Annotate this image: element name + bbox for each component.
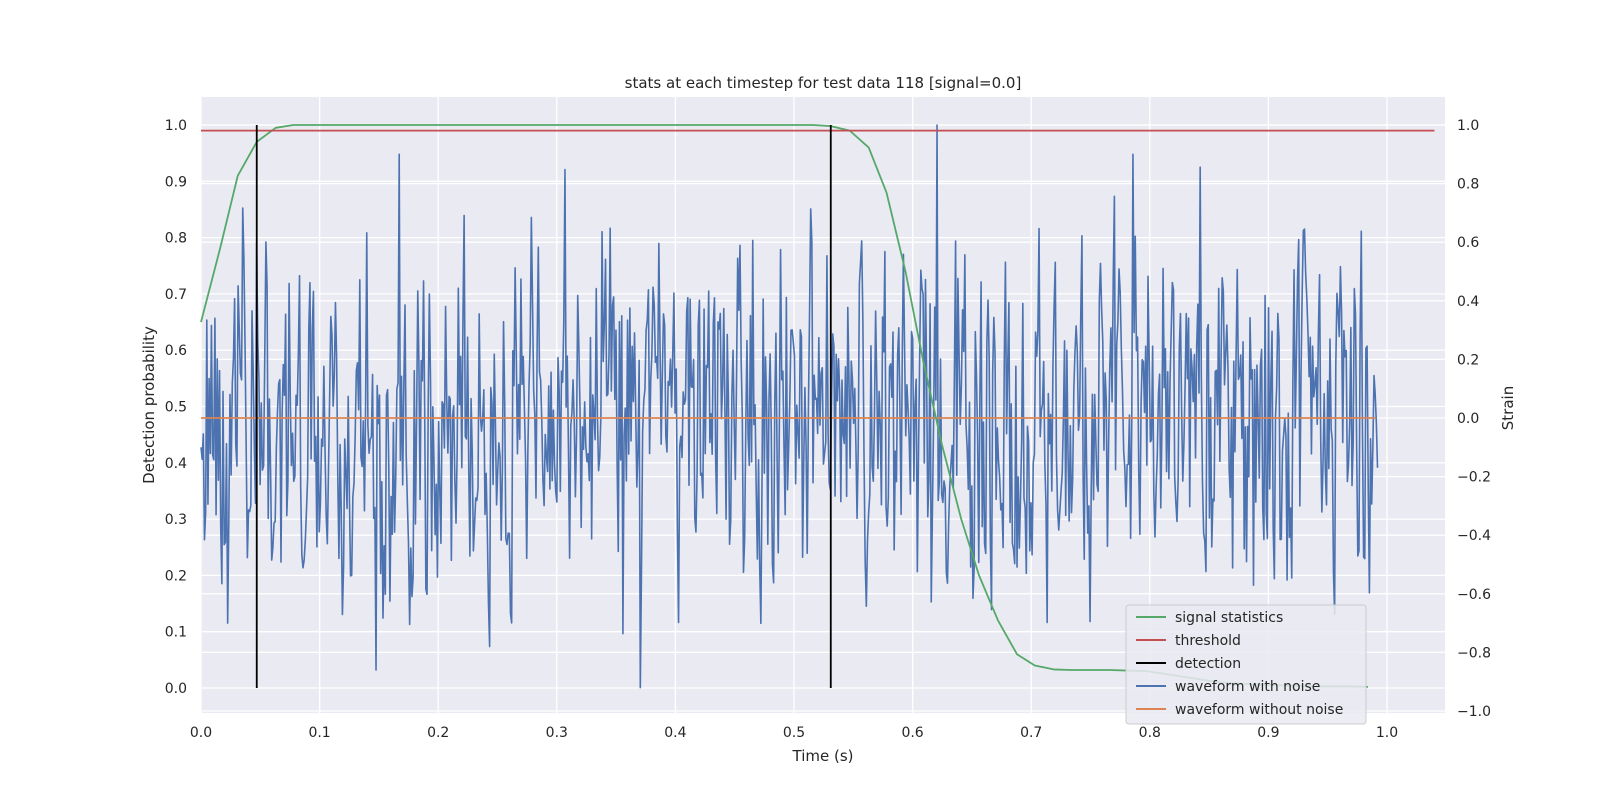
axes-labels: stats at each timestep for test data 118… [140,74,1517,765]
x-tick-label: 1.0 [1376,725,1398,741]
series-waveform-with-noise [200,124,1379,689]
y-right-tick-label: 0.2 [1457,352,1479,368]
y-left-tick-label: 0.8 [165,231,187,247]
y-left-tick-label: 0.2 [165,568,187,584]
y-axis-left-label: Detection probability [140,326,158,484]
y-right-tick-label: 0.8 [1457,177,1479,193]
y-left-tick-label: 0.9 [165,174,187,190]
y-right-tick-label: 0.6 [1457,235,1479,251]
y-axis-right-label: Strain [1499,386,1517,430]
y-left-tick-label: 0.0 [165,681,187,697]
y-left-tick-label: 0.6 [165,343,187,359]
legend-entry-label: signal statistics [1175,610,1283,626]
y-right-tick-label: 0.4 [1457,294,1479,310]
x-tick-label: 0.1 [308,725,330,741]
x-tick-label: 0.0 [190,725,212,741]
legend-box [1125,604,1367,725]
y-right-tick-label: 0.0 [1457,411,1479,427]
chart-title: stats at each timestep for test data 118… [625,74,1022,92]
x-tick-label: 0.3 [546,725,568,741]
legend-entry-label: threshold [1175,633,1241,649]
y-left-tick-label: 1.0 [165,118,187,134]
x-tick-label: 0.5 [783,725,805,741]
y-right-tick-label: −1.0 [1457,704,1491,720]
y-left-tick-label: 0.1 [165,625,187,641]
x-tick-label: 0.6 [901,725,923,741]
y-left-tick-label: 0.5 [165,400,187,416]
legend: signal statistics threshold detection wavef… [1125,604,1367,725]
legend-entry-label: waveform without noise [1175,702,1343,718]
y-left-tick-label: 0.3 [165,512,187,528]
y-right-tick-label: −0.6 [1457,587,1491,603]
y-right-tick-label: −0.2 [1457,470,1491,486]
y-right-tick-label: 1.0 [1457,118,1479,134]
x-tick-label: 0.8 [1139,725,1161,741]
ticks: 0.0 0.1 0.2 0.3 0.4 0.5 0.6 0.7 0.8 0.9 1.0 0.0 0.1 0… [165,118,1491,741]
x-tick-label: 0.2 [427,725,449,741]
legend-entry-label: waveform with noise [1175,679,1320,695]
y-left-tick-label: 0.7 [165,287,187,303]
legend-entry-label: detection [1175,656,1241,672]
x-tick-label: 0.7 [1020,725,1042,741]
y-left-tick-label: 0.4 [165,456,187,472]
x-tick-label: 0.9 [1257,725,1279,741]
x-axis-label: Time (s) [792,747,854,765]
x-tick-label: 0.4 [664,725,686,741]
y-right-tick-label: −0.4 [1457,528,1491,544]
y-right-tick-label: −0.8 [1457,645,1491,661]
